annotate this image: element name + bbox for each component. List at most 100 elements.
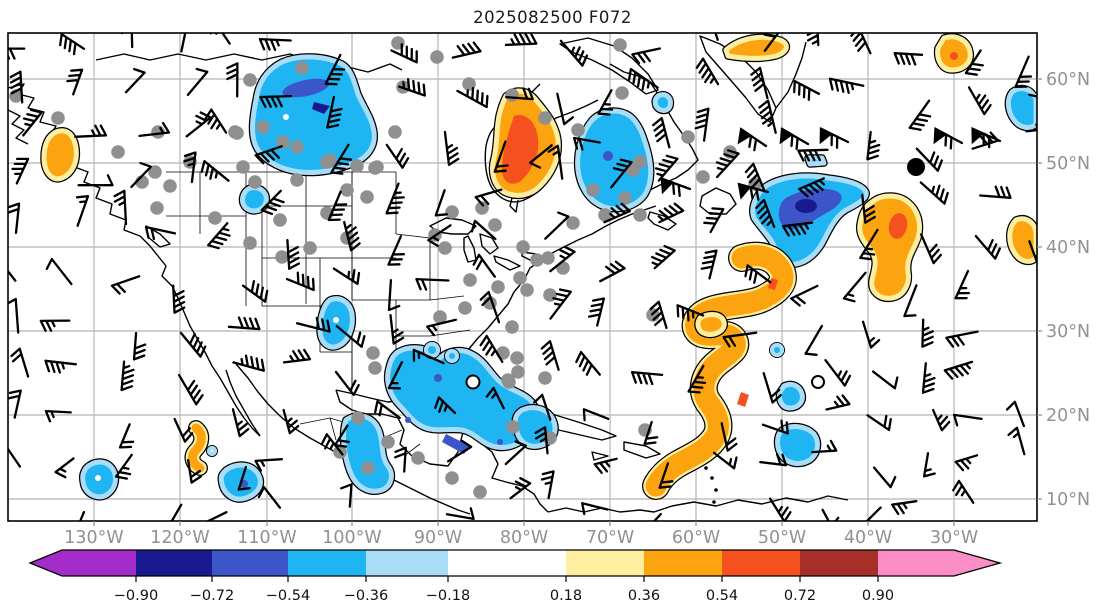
colorbar-tick-label: 0.54 — [706, 588, 738, 604]
station-dot — [243, 236, 257, 250]
station-dot — [243, 73, 257, 87]
wind-barb — [205, 511, 228, 521]
coastline-path — [547, 495, 849, 513]
wind-barb — [334, 370, 360, 397]
colorbar-tick-label: −0.54 — [266, 588, 310, 604]
wind-barb — [825, 394, 851, 411]
wind-barb — [387, 361, 404, 390]
wind-barb — [549, 288, 572, 320]
colorbar-tick-label: −0.72 — [190, 588, 234, 604]
wind-barb — [861, 193, 876, 224]
wind-barb — [173, 417, 194, 443]
station-dot — [458, 301, 472, 315]
wind-barb — [282, 408, 300, 435]
wind-barb — [44, 409, 72, 423]
y-axis-label: 30°N — [1046, 322, 1090, 342]
wind-barb — [22, 108, 43, 137]
y-axis-label: 40°N — [1046, 238, 1090, 258]
wind-barb — [643, 420, 659, 446]
colorbar: −0.90 −0.72 −0.54 −0.36 −0.18 0.18 0.36 0.54 0.7… — [28, 549, 1003, 604]
wind-barb — [445, 507, 475, 521]
station-dot — [696, 170, 710, 184]
state-border-path — [329, 417, 337, 441]
wind-barb — [172, 284, 186, 314]
station-dot — [463, 273, 477, 287]
station-dot — [430, 50, 444, 64]
anomaly-band — [645, 245, 794, 497]
colorbar-segment — [448, 550, 566, 576]
anomaly-core — [434, 374, 442, 382]
island-dot — [704, 466, 708, 470]
wind-barb — [859, 228, 879, 261]
x-axis-label: 40°W — [844, 528, 892, 548]
station-dot — [148, 165, 162, 179]
station-dot — [618, 191, 632, 205]
station-dot — [681, 130, 695, 144]
colorbar-left-arrow — [30, 550, 62, 576]
wind-barb — [593, 457, 618, 474]
colorbar-tick-label: −0.90 — [114, 588, 158, 604]
wind-barb — [387, 235, 406, 266]
wind-barb-tick — [748, 134, 753, 148]
station-dot — [381, 435, 395, 449]
wind-barb — [504, 440, 527, 466]
colorbar-segment — [62, 550, 136, 576]
x-axis-label: 70°W — [586, 528, 634, 548]
colorbar-segment — [566, 550, 644, 576]
wind-barb — [652, 116, 671, 149]
station-dot — [276, 135, 290, 149]
wind-barb — [509, 477, 532, 500]
station-dot — [248, 175, 262, 189]
wind-barb-tick — [677, 183, 681, 198]
wind-barb — [114, 453, 133, 480]
anomaly-regions — [40, 33, 1037, 503]
wind-barb — [861, 320, 881, 349]
wind-barb — [443, 130, 460, 166]
anomaly-blob — [341, 413, 394, 494]
wind-barb — [78, 510, 86, 521]
station-dot — [520, 283, 534, 297]
wind-barb — [282, 348, 312, 364]
plot-frame — [7, 32, 1038, 522]
station-dot — [491, 280, 505, 294]
wind-barb — [528, 144, 553, 169]
anomaly-core — [737, 392, 749, 407]
wind-barb — [394, 446, 407, 473]
station-dot — [256, 120, 270, 134]
wind-barb — [922, 452, 936, 478]
anomaly-blob — [770, 343, 784, 357]
wind-barb — [326, 95, 343, 129]
wind-barb — [750, 66, 769, 100]
x-axis-label: 120°W — [150, 528, 209, 548]
wind-barb — [798, 177, 826, 198]
wind-barb — [908, 99, 932, 131]
station-dot — [361, 461, 375, 475]
wind-barb — [715, 149, 740, 179]
wind-barb — [744, 162, 766, 193]
wind-barb — [921, 318, 934, 348]
station-dot — [163, 179, 177, 193]
large-black-dot-marker — [907, 158, 925, 176]
wind-barb — [804, 324, 824, 356]
wind-barb — [10, 347, 30, 378]
station-dot — [510, 351, 524, 365]
wind-barb — [456, 86, 489, 109]
wind-barb — [335, 324, 366, 348]
wind-barb — [387, 279, 401, 312]
x-axis-label: 90°W — [414, 528, 462, 548]
wind-barb — [549, 245, 576, 273]
wind-barb — [920, 233, 943, 265]
open-circle-marker — [465, 374, 481, 390]
wind-barb — [124, 67, 146, 94]
wind-barb — [200, 160, 230, 182]
wind-barb — [695, 57, 720, 86]
wind-barb — [479, 290, 501, 324]
anomaly-contour-outline — [769, 342, 785, 358]
wind-barb — [8, 297, 20, 334]
wind-barb — [811, 439, 838, 454]
anomaly-blob — [385, 345, 540, 451]
wind-barb — [11, 157, 30, 185]
wind-barb — [227, 316, 261, 331]
wind-barb — [446, 439, 473, 463]
station-dot — [613, 38, 627, 52]
